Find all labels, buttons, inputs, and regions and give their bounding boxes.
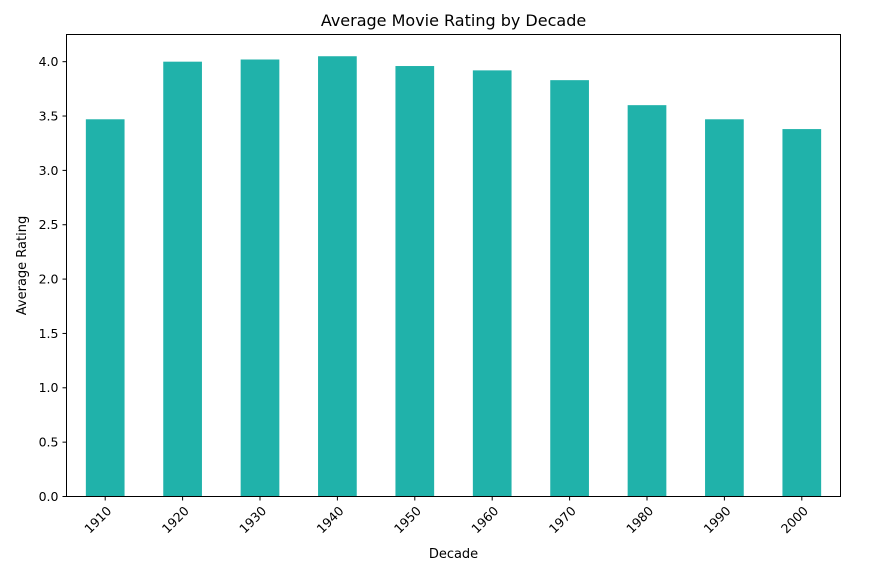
bar-1980 xyxy=(627,105,667,497)
x-tick-label: 1920 xyxy=(159,503,192,536)
x-tick-label: 1950 xyxy=(391,503,424,536)
x-axis-label: Decade xyxy=(429,547,478,562)
y-tick-label: 0.5 xyxy=(39,435,59,450)
y-tick-label: 0.0 xyxy=(39,489,59,504)
x-tick-label: 1940 xyxy=(314,503,347,536)
y-axis: 0.0 0.5 1.0 1.5 2.0 2.5 3.0 3.5 4.0 xyxy=(39,54,67,504)
bar-2000 xyxy=(782,129,822,497)
x-tick-label: 1990 xyxy=(701,503,734,536)
x-tick-label: 1930 xyxy=(236,503,269,536)
y-tick-label: 1.0 xyxy=(39,380,59,395)
bar-1960 xyxy=(472,70,512,497)
bars-group xyxy=(85,56,822,497)
bar-1930 xyxy=(240,59,280,497)
x-axis: 1910 1920 1930 1940 1950 1960 1970 1980 1990 2000 xyxy=(81,496,811,536)
bar-1970 xyxy=(550,80,589,497)
y-tick-label: 3.0 xyxy=(39,163,59,178)
bar-1990 xyxy=(705,119,744,497)
y-axis-label: Average Rating xyxy=(15,216,30,315)
bar-1950 xyxy=(395,66,435,497)
x-tick-label: 1960 xyxy=(468,503,501,536)
chart-title: Average Movie Rating by Decade xyxy=(321,11,586,30)
y-tick-label: 3.5 xyxy=(39,108,59,123)
x-tick-label: 1970 xyxy=(546,503,579,536)
y-tick-label: 1.5 xyxy=(39,326,59,341)
plot-frame xyxy=(66,34,841,497)
x-tick-label: 1980 xyxy=(623,503,656,536)
y-tick-label: 2.5 xyxy=(39,217,59,232)
x-tick-label: 2000 xyxy=(778,503,811,536)
bar-1920 xyxy=(163,61,202,497)
y-tick-label: 4.0 xyxy=(39,54,59,69)
y-tick-label: 2.0 xyxy=(39,271,59,286)
x-tick-label: 1910 xyxy=(81,503,114,536)
bar-1940 xyxy=(318,56,357,497)
bar-1910 xyxy=(85,119,125,497)
